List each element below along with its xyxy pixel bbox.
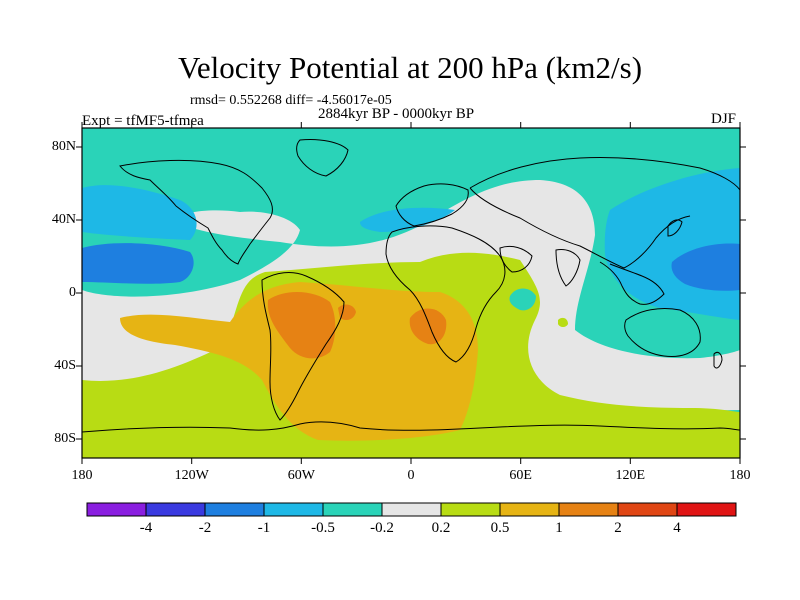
field-band-neg-05: [82, 185, 197, 240]
field-band-pos-1: [409, 308, 447, 345]
y-tick-label: 40N: [51, 212, 76, 227]
colorbar-label: -0.2: [370, 520, 394, 536]
coastline-africa: [385, 225, 506, 363]
x-tick-label: 60E: [509, 468, 532, 483]
period-label: 2884kyr BP - 0000kyr BP: [318, 106, 475, 122]
colorbar-swatch: [676, 502, 737, 517]
colorbar-label: -0.5: [311, 520, 335, 536]
coastline-southeast-asia: [599, 261, 665, 305]
experiment-label: Expt = tfMF5-tfmea: [82, 113, 204, 129]
plot-title: Velocity Potential at 200 hPa (km2/s): [177, 50, 643, 85]
y-tick-label: 40S: [54, 358, 76, 373]
colorbar-label: 4: [673, 520, 681, 536]
field-band-neg-02: [509, 288, 536, 311]
colorbar-swatch: [263, 502, 324, 517]
coastline-north-america: [119, 159, 273, 265]
axis-ticks: [76, 122, 746, 464]
field-band-pos-05: [120, 282, 478, 441]
coastline-arabia: [499, 245, 533, 273]
colorbar-swatch: [145, 502, 206, 517]
y-tick-label: 80S: [54, 431, 76, 446]
colorbar-label: 0.5: [490, 520, 510, 536]
coastline-antarctica: [82, 421, 740, 433]
colorbar-swatch: [499, 502, 560, 517]
coastlines: [82, 139, 740, 433]
field-band-pos-02: [558, 317, 568, 327]
colorbar-label: 0.2: [431, 520, 451, 536]
field-band-neg-1: [671, 243, 740, 291]
coastline-india: [555, 249, 581, 287]
x-tick-label: 0: [407, 468, 415, 483]
colorbar-label: 1: [555, 520, 563, 536]
colorbar-swatch: [322, 502, 383, 517]
field-band-neg-1: [82, 243, 194, 284]
colorbar-label: -2: [198, 520, 212, 536]
coastline-japan: [667, 219, 683, 237]
colorbar-label: 2: [614, 520, 622, 536]
colorbar-swatch: [440, 502, 501, 517]
x-tick-label: 120E: [615, 468, 646, 483]
y-tick-label: 0: [69, 285, 76, 300]
colorbar-swatch: [617, 502, 678, 517]
field-band-pos-1: [338, 304, 356, 320]
season-label: DJF: [711, 111, 737, 127]
coastline-greenland: [296, 139, 349, 177]
coastline-asia: [469, 156, 740, 269]
x-tick-label: 180: [729, 468, 751, 483]
coastline-south-america: [261, 272, 345, 421]
colorbar-label: -1: [257, 520, 271, 536]
y-tick-label: 80N: [51, 139, 76, 154]
colorbar: [86, 502, 737, 517]
colorbar-label: -4: [139, 520, 153, 536]
field-band-pos-1: [267, 291, 336, 359]
coastline-australia: [624, 307, 701, 357]
stats-line: rmsd= 0.552268 diff= -4.56017e-05: [190, 93, 392, 108]
colorbar-swatch: [558, 502, 619, 517]
x-tick-label: 60W: [287, 468, 315, 483]
colorbar-swatch: [86, 502, 147, 517]
coastline-new-zealand: [713, 351, 723, 369]
colorbar-swatch: [381, 502, 442, 517]
x-tick-label: 180: [71, 468, 93, 483]
coastline-europe: [395, 183, 469, 227]
field-band-neg-05: [360, 207, 455, 232]
colorbar-swatch: [204, 502, 265, 517]
map-field: [82, 128, 740, 458]
x-tick-label: 120W: [174, 468, 209, 483]
